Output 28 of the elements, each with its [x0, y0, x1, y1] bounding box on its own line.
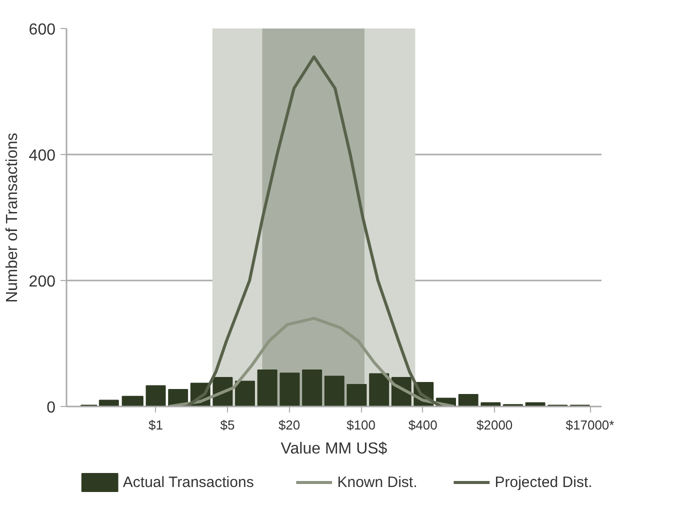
bar: [346, 384, 367, 406]
x-axis-title: Value MM US$: [280, 440, 388, 458]
y-axis-title: Number of Transactions: [4, 132, 21, 303]
y-tick-label: 400: [28, 148, 56, 164]
x-tick-label: $1: [148, 418, 164, 432]
x-tick-label: $17000*: [566, 418, 614, 432]
bar: [458, 394, 478, 406]
x-tick-label: $2000: [476, 418, 513, 432]
bar: [525, 402, 546, 406]
x-tick-label: $400: [408, 418, 438, 432]
bar: [324, 376, 344, 406]
bar: [122, 396, 144, 406]
x-tick-label: $100: [346, 418, 376, 432]
y-tick-label: 600: [28, 22, 56, 38]
bar: [480, 402, 501, 406]
y-tick-label: 0: [46, 400, 56, 416]
bar: [369, 373, 390, 406]
bar: [235, 380, 255, 406]
x-tick-label: $5: [220, 418, 235, 432]
legend-label: Known Dist.: [337, 474, 418, 491]
bar: [146, 385, 166, 406]
bar: [280, 372, 300, 406]
legend-label: Actual Transactions: [122, 474, 254, 491]
bar: [257, 369, 278, 406]
y-tick-label: 200: [28, 274, 56, 290]
legend-label: Projected Dist.: [494, 474, 592, 491]
bar: [302, 369, 322, 406]
x-tick-label: $20: [278, 418, 300, 432]
